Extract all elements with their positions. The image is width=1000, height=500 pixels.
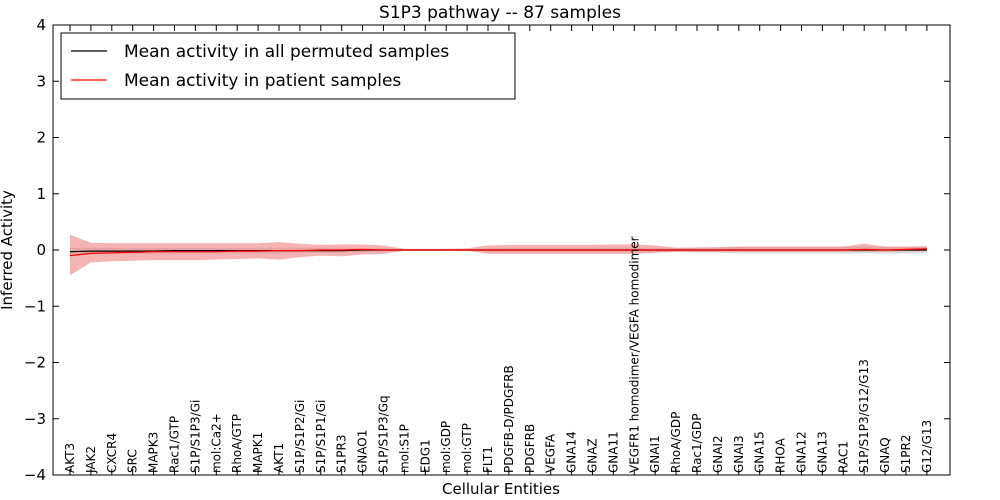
line-patient <box>69 248 927 257</box>
x-tick-label: mol:S1P <box>397 424 411 473</box>
legend-box <box>60 32 516 100</box>
x-tick-label: PDGFB-D/PDGFRB <box>502 365 516 473</box>
y-tick-label: 0 <box>36 241 46 259</box>
x-tick-label: mol:GTP <box>460 423 474 473</box>
x-tick-label: GNAQ <box>878 437 892 473</box>
x-tick-label: RhoA/GTP <box>230 414 244 473</box>
x-tick-label: RhoA/GDP <box>669 412 683 473</box>
y-tick-label: 2 <box>36 129 46 147</box>
x-tick-label: EDG1 <box>418 439 432 473</box>
x-tick-label: VEGFA <box>544 433 558 473</box>
x-tick-label: VEGFR1 homodimer/VEGFA homodimer <box>627 236 641 473</box>
y-tick-label: −4 <box>24 466 46 484</box>
x-ticks: AKT3 JAK2 CXCR4 SRC MAPK3 Rac1/GTP S1P/S1P3/Gi… <box>63 25 934 475</box>
plot-frame <box>52 24 951 476</box>
x-tick-label: MAPK3 <box>147 432 161 473</box>
x-tick-label: GNA11 <box>606 431 620 473</box>
x-tick-label: GNAI1 <box>648 435 662 473</box>
series-layer <box>69 234 927 276</box>
x-axis-label: Cellular Entities <box>442 480 560 498</box>
x-tick-label: S1P/S1P1/Gi <box>314 400 328 473</box>
x-tick-label: GNA14 <box>565 431 579 473</box>
x-tick-label: GNA13 <box>815 431 829 473</box>
x-tick-label: GNAZ <box>586 438 600 473</box>
x-tick-label: AKT3 <box>63 443 77 473</box>
y-tick-label: 1 <box>36 185 46 203</box>
band-patient <box>70 234 927 276</box>
y-tick-label: −3 <box>24 410 46 428</box>
x-tick-label: SRC <box>126 449 140 473</box>
x-tick-label: JAK2 <box>84 446 98 474</box>
x-tick-label: mol:Ca2+ <box>209 413 223 473</box>
x-tick-label: G12/G13 <box>920 420 934 473</box>
x-tick-label: S1P/S1P3/Gi <box>188 400 202 473</box>
legend-label-permuted: Mean activity in all permuted samples <box>124 42 449 62</box>
x-tick-label: S1P/S1P3/G12/G13 <box>857 359 871 473</box>
x-tick-label: Rac1/GDP <box>690 414 704 473</box>
y-tick-label: 4 <box>36 16 46 34</box>
x-tick-label: RHOA <box>774 437 788 473</box>
x-tick-label: mol:GDP <box>439 421 453 473</box>
x-tick-label: S1PR3 <box>335 435 349 473</box>
x-tick-label: MAPK1 <box>251 432 265 473</box>
legend-label-patient: Mean activity in patient samples <box>124 71 401 91</box>
x-tick-label: S1P/S1P3/Gq <box>377 395 391 473</box>
y-grid: −4 −3 −2 −1 0 1 2 3 4 <box>24 16 950 484</box>
chart-title: S1P3 pathway -- 87 samples <box>379 3 621 23</box>
x-tick-label: FLT1 <box>481 446 495 473</box>
x-tick-label: AKT1 <box>272 443 286 473</box>
x-tick-label: Rac1/GTP <box>168 416 182 473</box>
x-tick-label: PDGFRB <box>523 424 537 473</box>
x-tick-label: S1P/S1P2/Gi <box>293 400 307 473</box>
legend: Mean activity in all permuted samples Me… <box>60 32 516 100</box>
x-tick-label: GNAI2 <box>711 435 725 473</box>
x-tick-label: GNAI3 <box>732 435 746 473</box>
x-tick-label: GNAO1 <box>356 430 370 473</box>
y-axis-label: Inferred Activity <box>0 190 16 310</box>
y-tick-label: −2 <box>24 354 46 372</box>
y-tick-label: 3 <box>36 72 46 90</box>
x-tick-label: GNA12 <box>795 431 809 473</box>
x-tick-label: S1PR2 <box>899 435 913 473</box>
x-tick-label: GNA15 <box>753 431 767 473</box>
x-tick-label: RAC1 <box>836 441 850 473</box>
x-tick-label: CXCR4 <box>105 433 119 473</box>
y-tick-label: −1 <box>24 297 46 315</box>
